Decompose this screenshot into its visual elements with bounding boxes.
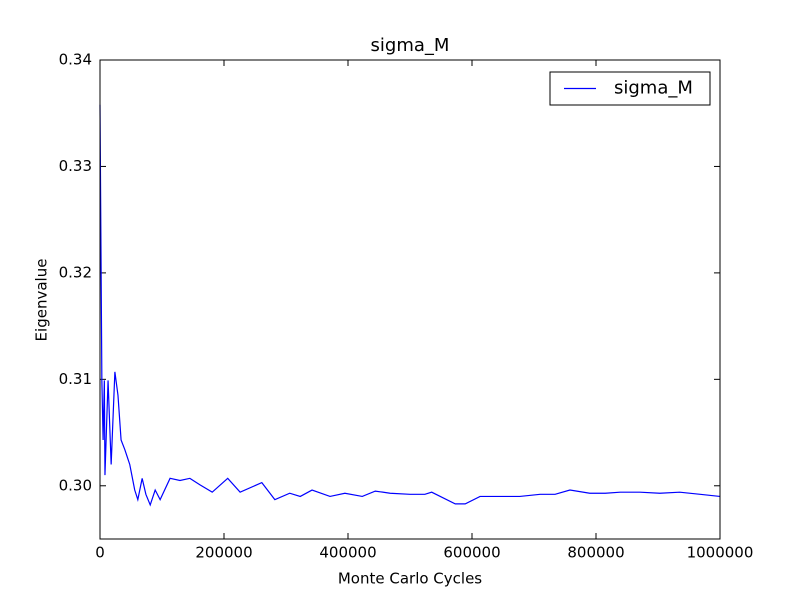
y-tick-label: 0.33 <box>59 157 92 175</box>
y-tick-label: 0.32 <box>59 263 92 281</box>
x-tick-label: 0 <box>95 544 105 562</box>
y-tick-label: 0.31 <box>59 370 92 388</box>
plot-frame <box>99 59 721 540</box>
legend-label: sigma_M <box>614 78 693 99</box>
x-tick-label: 800000 <box>567 544 624 562</box>
line <box>99 104 721 507</box>
y-axis-label: Eigenvalue <box>33 259 51 342</box>
x-tick-label: 400000 <box>319 544 376 562</box>
y-tick-label: 0.30 <box>59 476 92 494</box>
x-tick-label: 200000 <box>195 544 252 562</box>
x-tick-label: 1000000 <box>687 544 754 562</box>
y-tick-label: 0.34 <box>59 51 92 69</box>
x-axis-label: Monte Carlo Cycles <box>338 570 482 588</box>
x-tick-label: 600000 <box>443 544 500 562</box>
chart-title: sigma_M <box>371 35 450 56</box>
